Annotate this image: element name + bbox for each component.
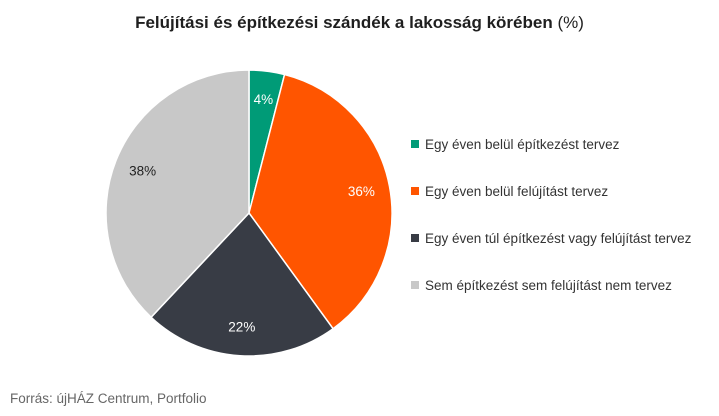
chart-title-unit: (%) xyxy=(557,13,584,32)
chart-title-text: Felújítási és építkezési szándék a lakos… xyxy=(135,13,553,32)
legend-label-0: Egy éven belül építkezést tervez xyxy=(425,136,620,152)
legend-label-3: Sem építkezést sem felújítást nem tervez xyxy=(425,277,672,293)
legend-item-0: Egy éven belül építkezést tervez xyxy=(411,134,691,154)
pie-slice-label-0: 4% xyxy=(254,92,274,107)
legend-item-2: Egy éven túl építkezést vagy felújítást … xyxy=(411,228,691,248)
pie-slice-1 xyxy=(248,73,393,330)
pie-slice-label-2: 22% xyxy=(228,320,255,335)
pie-slice-3 xyxy=(105,69,250,318)
chart-title: Felújítási és építkezési szándék a lakos… xyxy=(0,13,719,33)
legend-item-1: Egy éven belül felújítást tervez xyxy=(411,181,691,201)
legend-label-2: Egy éven túl építkezést vagy felújítást … xyxy=(425,230,692,246)
pie-slice-label-1: 36% xyxy=(348,184,375,199)
pie-slice-2 xyxy=(150,212,334,357)
pie-slice-label-3: 38% xyxy=(129,163,156,178)
legend: Egy éven belül építkezést tervez Egy éven… xyxy=(411,134,691,322)
legend-swatch-2 xyxy=(411,234,419,242)
legend-label-1: Egy éven belül felújítást tervez xyxy=(425,183,609,199)
source-note: Forrás: újHÁZ Centrum, Portfolio xyxy=(10,391,207,406)
legend-swatch-1 xyxy=(411,187,419,195)
legend-swatch-3 xyxy=(411,281,419,289)
legend-swatch-0 xyxy=(411,140,419,148)
legend-item-3: Sem építkezést sem felújítást nem tervez xyxy=(411,275,691,295)
